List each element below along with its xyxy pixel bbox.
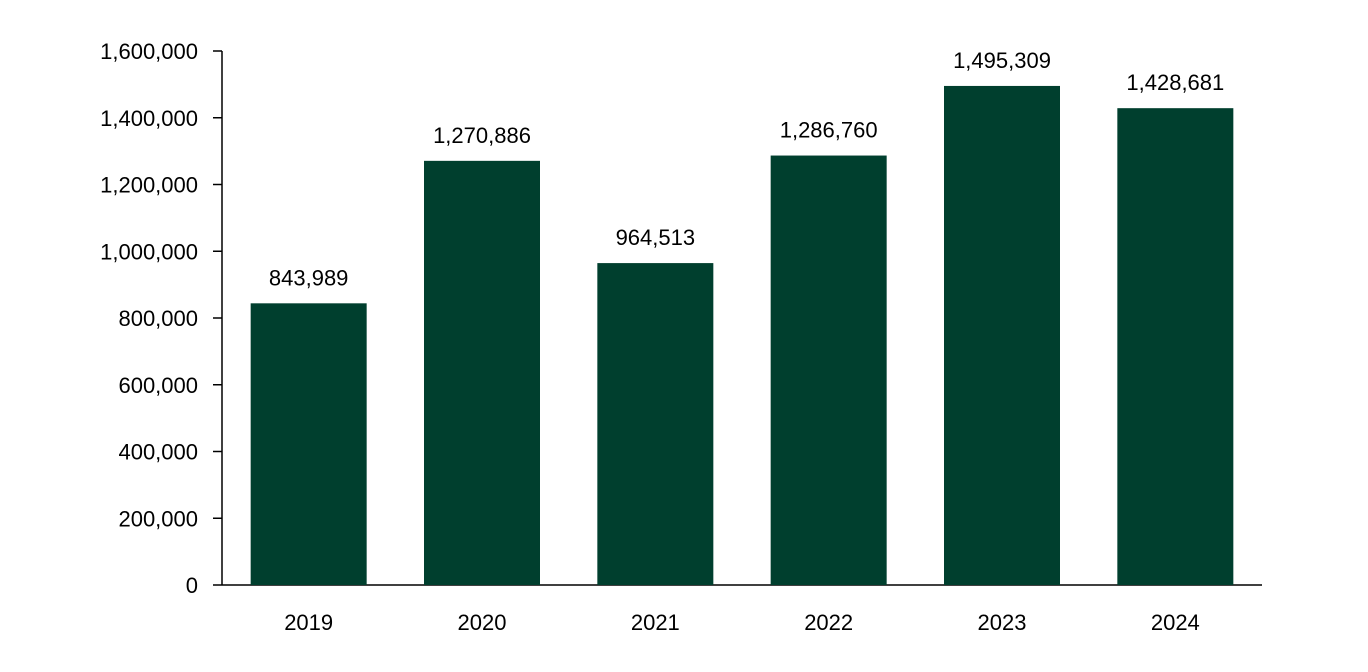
bar-2023 (944, 85, 1060, 586)
data-label-2023: 1,495,309 (953, 48, 1051, 73)
x-tick-label: 2020 (458, 610, 507, 635)
y-tick-label: 200,000 (118, 506, 198, 531)
bar-2020 (424, 160, 540, 585)
data-label-2019: 843,989 (269, 265, 349, 290)
bar-2019 (250, 303, 367, 585)
y-tick-label: 1,000,000 (100, 239, 198, 264)
data-label-2022: 1,286,760 (780, 118, 878, 143)
y-axis: 0 200,000 400,000 600,000 800,000 1,000,000 1,… (100, 39, 223, 598)
data-label-2024: 1,428,681 (1126, 70, 1224, 95)
y-tick-label: 800,000 (118, 306, 198, 331)
x-tick-label: 2022 (804, 610, 853, 635)
y-tick-label: 1,200,000 (100, 173, 198, 198)
x-axis: 2019 2020 2021 2022 2023 2024 (222, 584, 1262, 635)
y-tick-label: 1,400,000 (100, 106, 198, 131)
data-label-2021: 964,513 (616, 225, 696, 250)
x-tick-label: 2019 (284, 610, 333, 635)
y-tick-label: 1,600,000 (100, 39, 198, 64)
bar-2022 (770, 155, 887, 585)
y-tick-label: 400,000 (118, 440, 198, 465)
y-tick-label: 0 (186, 573, 198, 598)
y-tick-label: 600,000 (118, 373, 198, 398)
data-labels: 843,989 1,270,886 964,513 1,286,760 1,495,30… (269, 48, 1224, 290)
x-tick-label: 2021 (631, 610, 680, 635)
data-label-2020: 1,270,886 (433, 123, 531, 148)
x-tick-label: 2024 (1151, 610, 1200, 635)
bar-2021 (597, 263, 714, 585)
bar-series (250, 85, 1234, 586)
x-tick-label: 2023 (978, 610, 1027, 635)
bar-2024 (1117, 108, 1234, 585)
